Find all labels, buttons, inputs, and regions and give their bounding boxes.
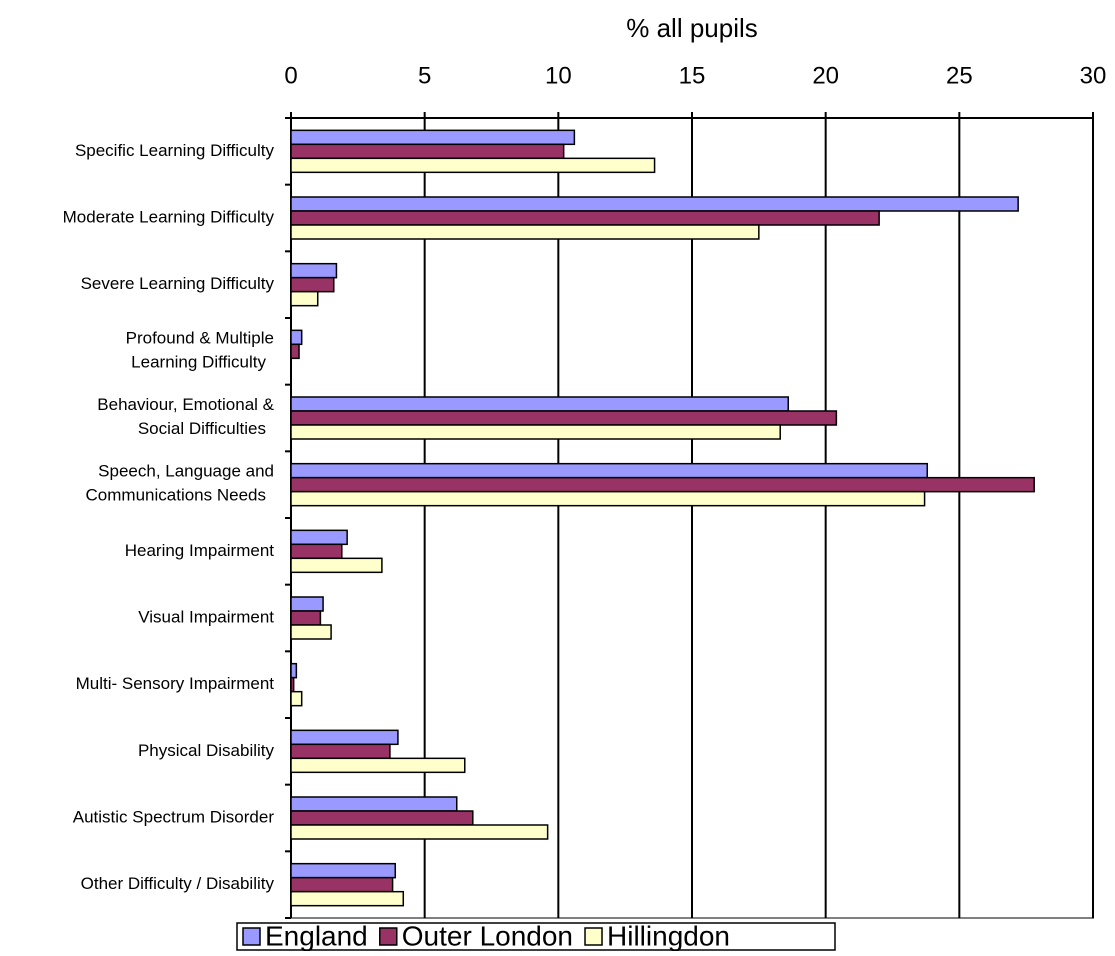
y-tick-label: Speech, Language and Communications Needs [86, 462, 274, 505]
legend-label: Hillingdon [607, 920, 730, 951]
bar [290, 676, 295, 693]
bar [290, 596, 324, 612]
y-tick-label: Behaviour, Emotional & Social Difficultie… [97, 395, 274, 438]
bar [290, 890, 405, 907]
bar [290, 796, 458, 812]
bar [290, 757, 466, 774]
bar [290, 329, 303, 346]
bar [290, 810, 474, 826]
x-tick-label: 30 [1080, 62, 1107, 89]
y-tick-label: Specific Learning Difficulty [75, 141, 275, 160]
bar [290, 396, 789, 412]
legend-label: Outer London [402, 920, 573, 951]
bar [290, 529, 348, 546]
y-tick-label: Visual Impairment [138, 607, 274, 626]
bar [290, 343, 300, 360]
x-tick-label: 20 [812, 62, 839, 89]
bar [290, 143, 565, 160]
bar [290, 743, 391, 760]
bar [290, 196, 1019, 212]
x-tick-label: 5 [418, 62, 431, 89]
bar [290, 662, 298, 679]
legend-box [236, 922, 836, 951]
x-tick-label: 10 [545, 62, 572, 89]
bar [290, 224, 760, 240]
bar [290, 129, 576, 146]
bar [290, 157, 656, 174]
legend-label: England [265, 920, 368, 951]
bar [290, 557, 383, 574]
y-tick-label: Multi- Sensory Impairment [76, 674, 275, 693]
y-tick-label: Severe Learning Difficulty [81, 274, 275, 293]
bar [290, 262, 338, 279]
bar [290, 490, 926, 507]
bar [290, 276, 335, 293]
bar [290, 410, 838, 426]
bar [290, 610, 322, 626]
y-tick-label: Autistic Spectrum Disorder [73, 807, 275, 826]
x-tick-label: 25 [946, 62, 973, 89]
bar [290, 290, 319, 307]
bar [290, 690, 303, 707]
y-tick-label: Other Difficulty / Disability [81, 874, 275, 893]
bar [290, 424, 781, 440]
y-tick-label: Physical Disability [138, 741, 275, 760]
axis-title: % all pupils [626, 13, 758, 43]
bar [290, 876, 394, 893]
x-tick-label: 0 [284, 62, 297, 89]
bar [290, 462, 929, 479]
legend-swatch [379, 927, 398, 946]
legend-swatch [242, 927, 261, 946]
x-tick-label: 15 [679, 62, 706, 89]
legend-swatch [584, 927, 603, 946]
bar [290, 543, 343, 560]
bar [290, 476, 1035, 493]
y-tick-label: Hearing Impairment [125, 541, 275, 560]
bar [290, 210, 880, 226]
y-tick-label: Moderate Learning Difficulty [63, 207, 275, 226]
bar [290, 824, 549, 840]
y-tick-label: Profound & Multiple Learning Difficulty [126, 329, 274, 372]
bar [290, 729, 399, 746]
bar [290, 862, 397, 879]
bar [290, 624, 332, 640]
